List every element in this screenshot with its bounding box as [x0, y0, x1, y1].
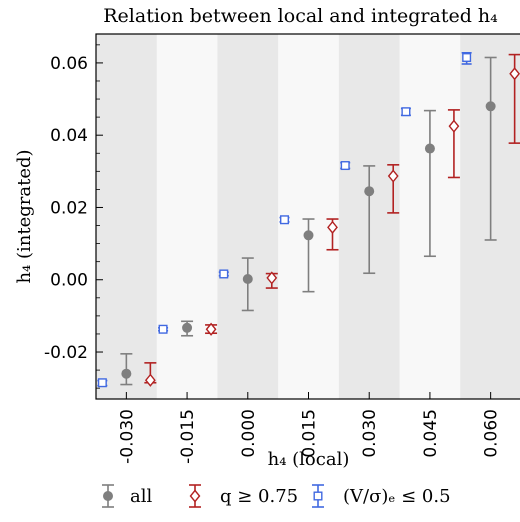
- x-tick-label: -0.030: [117, 409, 137, 464]
- x-tick-label: 0.030: [360, 409, 380, 458]
- data-point: [97, 378, 107, 388]
- y-tick-label: 0.02: [50, 198, 88, 218]
- data-point: [485, 101, 496, 112]
- y-tick-label: 0.00: [50, 271, 88, 291]
- data-point: [182, 322, 193, 333]
- legend-marker: [189, 489, 201, 503]
- axis-ticks: [96, 44, 492, 399]
- data-point: [121, 368, 132, 379]
- data-point: [509, 67, 520, 81]
- series-1: [144, 53, 520, 387]
- data-point: [266, 271, 278, 285]
- y-tick-label: 0.04: [50, 126, 88, 146]
- background-band: [96, 34, 158, 399]
- legend-marker: [103, 491, 113, 501]
- data-point: [205, 322, 217, 336]
- x-tick-labels: -0.030 -0.015 0.000 0.015 0.030 0.045 0.060: [117, 409, 501, 464]
- background-bands: [96, 34, 520, 399]
- x-tick-label: 0.060: [482, 409, 502, 458]
- data-point: [242, 274, 253, 285]
- legend-marker: [313, 491, 323, 501]
- series-2: [97, 51, 472, 388]
- data-point: [387, 169, 399, 183]
- data-point: [303, 230, 314, 241]
- series-0: [120, 56, 497, 386]
- background-band: [217, 34, 279, 399]
- legend-label: q ≥ 0.75: [220, 486, 298, 507]
- legend-label: (V/σ)ₑ ≤ 0.5: [343, 486, 451, 507]
- legend: all q ≥ 0.75 (V/σ)ₑ ≤ 0.5: [102, 484, 451, 508]
- series-layer: [97, 51, 520, 388]
- x-tick-label: 0.045: [421, 409, 441, 458]
- data-point: [327, 220, 338, 234]
- x-tick-label: 0.015: [300, 409, 320, 458]
- data-point: [424, 143, 435, 154]
- y-tick-label: 0.06: [50, 54, 88, 74]
- data-point: [340, 161, 350, 171]
- x-tick-label: 0.000: [239, 409, 259, 458]
- data-point: [462, 52, 472, 62]
- data-point: [280, 215, 290, 225]
- background-band: [156, 34, 218, 399]
- x-axis-label: h₄ (local): [268, 449, 350, 470]
- plot-frame: [95, 33, 520, 400]
- data-point: [401, 107, 411, 117]
- chart-title: Relation between local and integrated h₄: [103, 5, 498, 27]
- data-point: [158, 324, 168, 334]
- data-point: [364, 186, 375, 197]
- y-tick-label: -0.02: [44, 343, 88, 363]
- x-tick-label: -0.015: [178, 409, 198, 464]
- data-point: [448, 119, 460, 133]
- data-point: [219, 269, 229, 279]
- data-point: [144, 373, 156, 387]
- y-tick-labels: -0.02 0.00 0.02 0.04 0.06: [44, 54, 88, 363]
- legend-label: all: [130, 486, 152, 507]
- y-axis-label: h₄ (integrated): [14, 149, 35, 283]
